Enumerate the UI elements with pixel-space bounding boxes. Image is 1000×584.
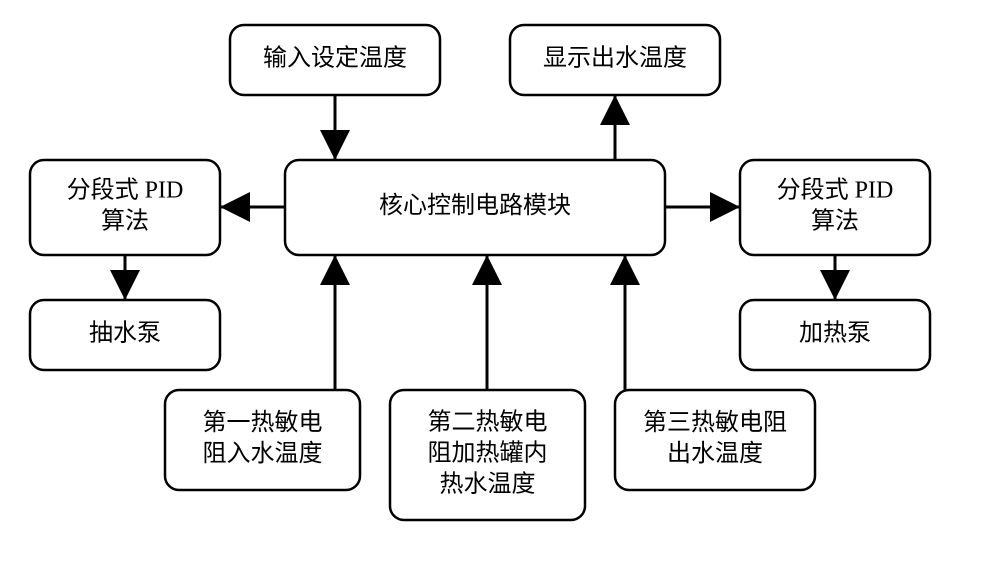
node-pump_right-label: 加热泵 [799,320,871,347]
flowchart-canvas: 输入设定温度 显示出水温度分段式 PID 算法 核心控制电路模块 分段式 PID 算法抽水… [0,0,1000,584]
node-pump_left: 抽水泵 [30,300,220,370]
node-pid_left: 分段式 PID 算法 [30,160,220,255]
node-pid_right-label: 分段式 PID [777,176,894,203]
node-sensor2-label: 第二热敏电 [428,408,548,435]
node-pump_left-label: 抽水泵 [89,320,161,347]
node-sensor3-label: 第三热敏电阻 [643,409,787,436]
node-sensor2-label: 阻加热罐内 [428,440,548,467]
node-sensor2-label: 热水温度 [440,471,536,498]
node-input_temp: 输入设定温度 [230,25,440,95]
node-sensor2: 第二热敏电阻加热罐内热水温度 [390,390,585,520]
node-display_temp-label: 显示出水温度 [543,45,687,72]
node-sensor3: 第三热敏电阻出水温度 [615,390,815,490]
node-sensor3-label: 出水温度 [667,440,763,467]
node-pid_right-label: 算法 [811,208,859,235]
node-pump_right: 加热泵 [740,300,930,370]
node-pid_left-label: 算法 [101,208,149,235]
node-display_temp: 显示出水温度 [510,25,720,95]
node-sensor1-label: 阻入水温度 [203,440,323,467]
node-core: 核心控制电路模块 [285,160,665,255]
node-sensor1-label: 第一热敏电 [203,409,323,436]
node-sensor1: 第一热敏电阻入水温度 [165,390,360,490]
node-pid_left-label: 分段式 PID [67,176,184,203]
node-core-label: 核心控制电路模块 [379,192,571,219]
node-input_temp-label: 输入设定温度 [263,45,407,72]
node-pid_right: 分段式 PID 算法 [740,160,930,255]
